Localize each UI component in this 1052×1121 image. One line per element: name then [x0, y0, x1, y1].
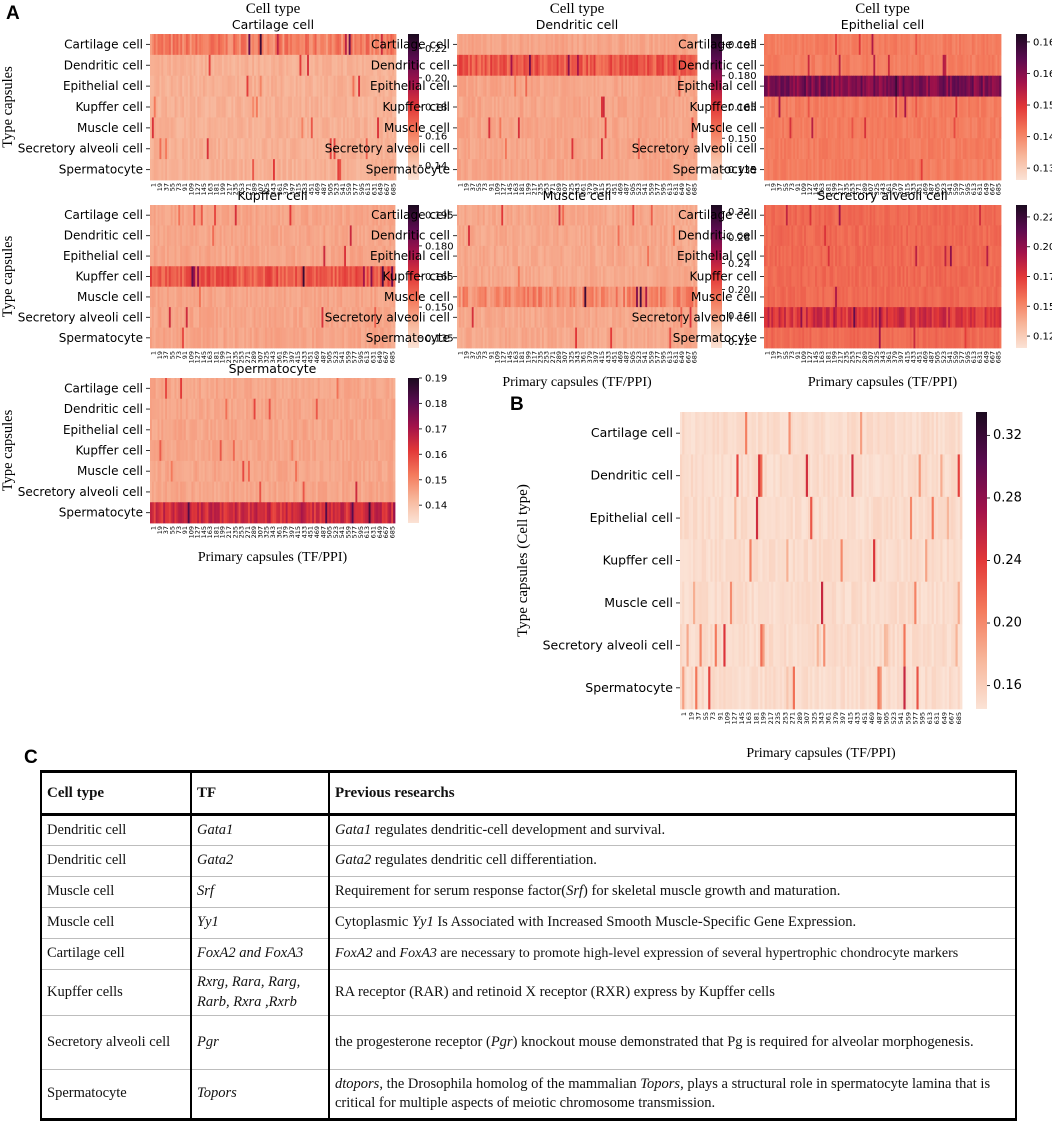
row-label: Spermatocyte [59, 163, 143, 177]
heatmap-xlabel: Primary capsules (TF/PPI) [502, 375, 652, 390]
heatmap-title: Epithelial cell [841, 17, 924, 32]
row-label: Cartilage cell [64, 208, 143, 222]
row-label: Epithelial cell [63, 79, 143, 93]
heatmap-title: Muscle cell [543, 188, 612, 203]
colorbar-tick-label: 0.168 [1033, 37, 1052, 48]
heatmap-cell [999, 117, 1001, 138]
heatmap-cell [999, 159, 1001, 180]
heatmap-title: Cartilage cell [232, 17, 314, 32]
row-label: Cartilage cell [64, 37, 143, 51]
colorbar [1016, 34, 1027, 180]
row-label: Secretory alveoli cell [325, 142, 450, 156]
row-label: Epithelial cell [677, 79, 757, 93]
row-label: Cartilage cell [371, 37, 450, 51]
row-label: Kupffer cell [382, 100, 450, 114]
heatmap-cell [999, 34, 1001, 55]
row-label: Muscle cell [384, 121, 450, 135]
column-tick-label: 685 [690, 351, 698, 363]
row-label: Dendritic cell [371, 229, 450, 243]
heatmap-title: Dendritic cell [536, 17, 619, 32]
row-label: Kupffer cell [689, 100, 757, 114]
heatmap-super-title: Cell type [246, 1, 301, 17]
row-label: Muscle cell [77, 121, 143, 135]
heatmap-super-title: Cell type [855, 1, 910, 17]
row-label: Secretory alveoli cell [18, 310, 143, 324]
row-label: Secretory alveoli cell [632, 142, 757, 156]
row-label: Muscle cell [691, 121, 757, 135]
row-label: Dendritic cell [64, 229, 143, 243]
row-label: Cartilage cell [678, 37, 757, 51]
row-label: Secretory alveoli cell [325, 310, 450, 324]
row-label: Kupffer cell [382, 270, 450, 284]
row-label: Cartilage cell [371, 208, 450, 222]
row-label: Kupffer cell [75, 270, 143, 284]
colorbar-tick-label: 0.160 [1033, 69, 1052, 80]
row-label: Muscle cell [77, 290, 143, 304]
heatmap-super-title: Cell type [550, 1, 605, 17]
row-label: Dendritic cell [371, 58, 450, 72]
row-label: Spermatocyte [673, 163, 757, 177]
heatmap-ylabel: Type capsules [0, 235, 16, 317]
heatmap-cell [999, 55, 1001, 76]
colorbar-tick-label: 0.136 [1033, 164, 1052, 175]
row-label: Kupffer cell [75, 100, 143, 114]
row-label: Muscle cell [384, 290, 450, 304]
row-label: Secretory alveoli cell [18, 142, 143, 156]
row-label: Epithelial cell [370, 249, 450, 263]
column-tick-label: 685 [690, 183, 698, 195]
row-label: Spermatocyte [366, 331, 450, 345]
heatmap-cell [999, 76, 1001, 97]
row-label: Epithelial cell [63, 249, 143, 263]
figure-canvas: Cartilage cell Dendritic cell Epithelial c… [0, 0, 1052, 765]
heatmap-title: Kupffer cell [237, 188, 307, 203]
heatmap-cell [999, 97, 1001, 118]
row-label: Dendritic cell [678, 58, 757, 72]
heatmap-ylabel: Type capsules [0, 66, 16, 148]
column-tick-label: 685 [389, 183, 397, 195]
row-label: Spermatocyte [366, 163, 450, 177]
row-label: Dendritic cell [64, 58, 143, 72]
colorbar-tick-label: 0.152 [1033, 101, 1052, 112]
heatmap-cell [999, 138, 1001, 159]
row-label: Epithelial cell [370, 79, 450, 93]
row-label: Spermatocyte [59, 331, 143, 345]
column-tick-label: 685 [388, 351, 396, 363]
column-tick-label: 685 [994, 183, 1002, 195]
colorbar-tick-label: 0.144 [1033, 132, 1052, 143]
